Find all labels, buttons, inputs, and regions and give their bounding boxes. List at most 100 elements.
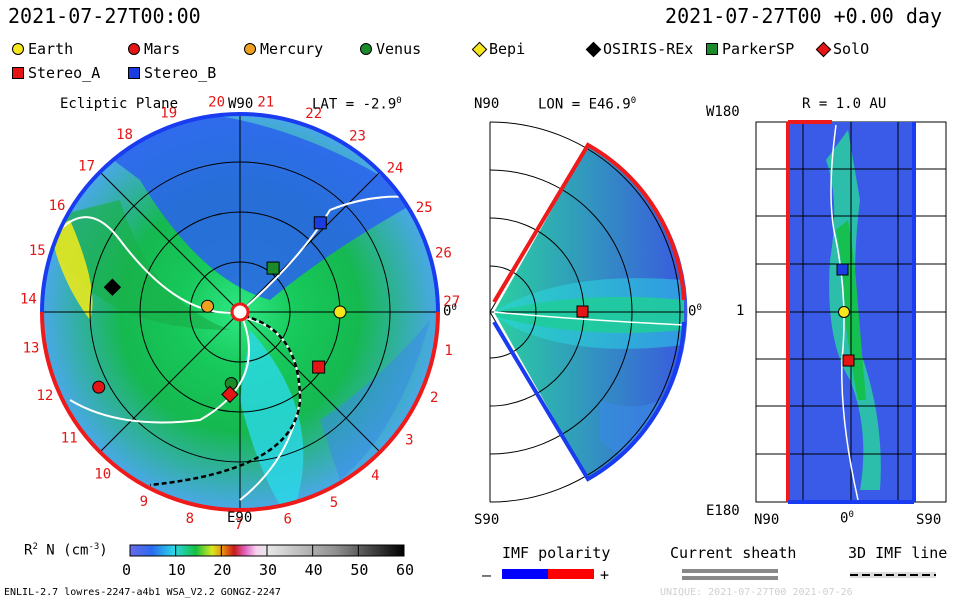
footer-run-id: UNIQUE: 2021-07-27T00 2021-07-26 [660,587,853,598]
ecliptic-tick-17: 17 [78,159,95,175]
meridional-sheath [494,278,684,349]
legend-item-parkersp: ParkerSP [706,40,794,58]
ecliptic-tick-16: 16 [49,198,66,214]
ecliptic-body-solo [221,385,239,404]
sun-marker [230,302,250,322]
ecliptic-tick-18: 18 [116,127,133,143]
current-sheath-title: Current sheath [670,544,797,562]
colorbar-tick-label-60: 60 [396,561,415,579]
ecliptic-body-stereo-b [313,216,327,230]
legend-label: Earth [28,40,74,58]
legend-marker-circle [128,43,140,55]
ecliptic-lat-label: LAT = -2.90 [312,96,402,113]
ecliptic-tick-19: 19 [160,105,177,121]
density-region-mid [42,200,230,330]
legend-marker-circle [12,43,24,55]
legend-marker-square [706,43,718,55]
ecliptic-tick-12: 12 [36,388,53,404]
legend-label: Stereo_A [28,64,101,82]
radial-title: R = 1.0 AU [802,96,887,112]
ecliptic-tick-15: 15 [29,243,46,259]
legend-item-osiris-rex: OSIRIS-REx [585,40,694,58]
legend-label: OSIRIS-REx [603,40,694,58]
time-label-left: 2021-07-27T00:00 [8,4,201,28]
ecliptic-tick-1: 1 [444,343,452,359]
meridional-imf-line [493,311,685,326]
ecliptic-tick-7: 7 [235,517,243,533]
colorbar-tick-label-10: 10 [167,561,186,579]
ecliptic-bottom-label: E90 [227,510,253,526]
imf-polarity-minus: – [482,566,492,584]
legend-marker-circle [244,43,256,55]
ecliptic-tick-27: 27 [443,294,460,310]
colorbar-ticks [129,545,405,556]
radial-stereo-a-marker [842,354,855,367]
ecliptic-tick-2: 2 [430,390,438,406]
ecliptic-tick-10: 10 [94,467,111,483]
meridional-boundary-positive [492,142,686,304]
radial-zero-label: 00 [840,510,854,527]
ecliptic-body-osiris-rex [103,278,122,296]
radial-current-sheet [830,124,859,501]
ecliptic-body-earth [333,305,347,319]
radial-n90-label: N90 [754,512,780,528]
ecliptic-boundary-positive [40,311,440,512]
legend-item-bepi: Bepi [471,40,526,58]
ecliptic-body-mars [92,380,106,394]
legend-label: Venus [376,40,422,58]
imf-3d-line [149,314,302,487]
radial-bottom-left-label: E180 [706,503,740,519]
ecliptic-title: Ecliptic Plane [60,96,179,112]
legend-item-venus: Venus [360,40,421,58]
ecliptic-tick-25: 25 [416,200,433,216]
colorbar-tick-label-0: 0 [122,561,132,579]
density-region-high [50,220,93,320]
ecliptic-bodies [92,216,347,404]
ecliptic-tick-21: 21 [257,95,274,111]
ecliptic-tick-5: 5 [330,495,338,511]
colorbar-tick-label-20: 20 [213,561,232,579]
legend-item-stereo-a: Stereo_A [12,64,100,82]
legend-item-stereo-b: Stereo_B [128,64,216,82]
radial-stereo-b-marker [836,263,849,276]
legend-item-mercury: Mercury [244,40,323,58]
radial-panel [755,120,947,504]
radial-mid-left-label: 1 [736,303,745,319]
meridional-panel [489,121,688,503]
ecliptic-body-parkersp [266,261,280,275]
ecliptic-tick-23: 23 [349,129,366,145]
legend-label: ParkerSP [722,40,795,58]
density-region-cyan [240,330,304,510]
meridional-lon-label: LON = E46.90 [538,96,637,113]
meridional-bottom-label: S90 [474,512,500,528]
ecliptic-tick-9: 9 [140,494,148,510]
footer-model-info: ENLIL-2.7 lowres-2247-a4b1 WSA_V2.2 GONG… [4,587,281,598]
colorbar-tick-label-40: 40 [304,561,323,579]
legend-item-solo: SolO [815,40,870,58]
colorbar-label: R2 N (cm-3) [24,542,108,559]
legend-label: Stereo_B [144,64,217,82]
ecliptic-tick-6: 6 [283,512,291,528]
legend-item-earth: Earth [12,40,73,58]
meridional-top-label: N90 [474,96,500,112]
imf-polarity-title: IMF polarity [502,544,611,562]
legend-label: SolO [833,40,870,58]
ecliptic-tick-24: 24 [387,160,404,176]
time-label-right: 2021-07-27T00 +0.00 day [665,4,942,28]
imf-polarity-positive [548,569,594,579]
legend-label: Bepi [489,40,526,58]
radial-s90-label: S90 [916,512,942,528]
density-region-outer [320,320,430,480]
ecliptic-body-mercury [201,299,215,313]
ecliptic-tick-22: 22 [305,106,322,122]
imf-line-title: 3D IMF line [848,544,948,562]
legend-marker-square [128,67,140,79]
ecliptic-tick-26: 26 [435,245,452,261]
colorbar-tick-label-50: 50 [350,561,369,579]
meridional-right-label: 00 [688,303,702,320]
meridional-boundary-negative [492,320,686,482]
legend-label: Mars [144,40,181,58]
